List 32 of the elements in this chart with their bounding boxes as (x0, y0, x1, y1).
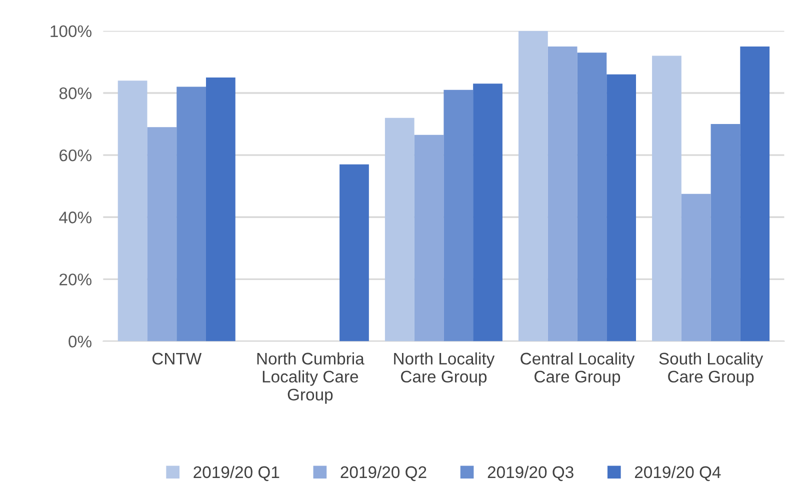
bar (652, 56, 682, 342)
legend-label: 2019/20 Q1 (194, 466, 280, 482)
y-tick-label: 80% (59, 87, 92, 100)
bar (518, 30, 548, 342)
y-tick-label: 20% (60, 274, 92, 286)
legend-label: 2019/20 Q3 (488, 466, 574, 482)
bar (414, 134, 444, 342)
bar (577, 52, 607, 342)
bar (606, 74, 636, 342)
bar (473, 84, 502, 342)
bar (710, 124, 740, 342)
bar (340, 164, 369, 342)
x-tick-label: CNTW (152, 352, 202, 365)
bar (681, 194, 711, 342)
bar (740, 46, 770, 342)
y-tick-label: 60% (60, 149, 92, 162)
y-tick-label: 40% (59, 212, 92, 224)
bar (176, 86, 206, 342)
legend-label: 2019/20 Q2 (340, 466, 426, 482)
bar (147, 127, 177, 342)
x-tick-label: North Locality Care Group (394, 352, 495, 386)
y-tick-label: 0% (68, 336, 92, 348)
bar (206, 77, 236, 342)
bar (118, 80, 148, 342)
x-tick-label: South Locality Care Group (659, 352, 764, 386)
x-tick-label: Central Locality Care Group (520, 352, 635, 386)
bar (548, 46, 578, 342)
bar (444, 90, 474, 342)
x-tick-label: North Cumbria Locality Care Group (257, 352, 364, 404)
bar (384, 118, 414, 342)
y-tick-label: 100% (50, 25, 92, 38)
legend-label: 2019/20 Q4 (634, 466, 721, 482)
